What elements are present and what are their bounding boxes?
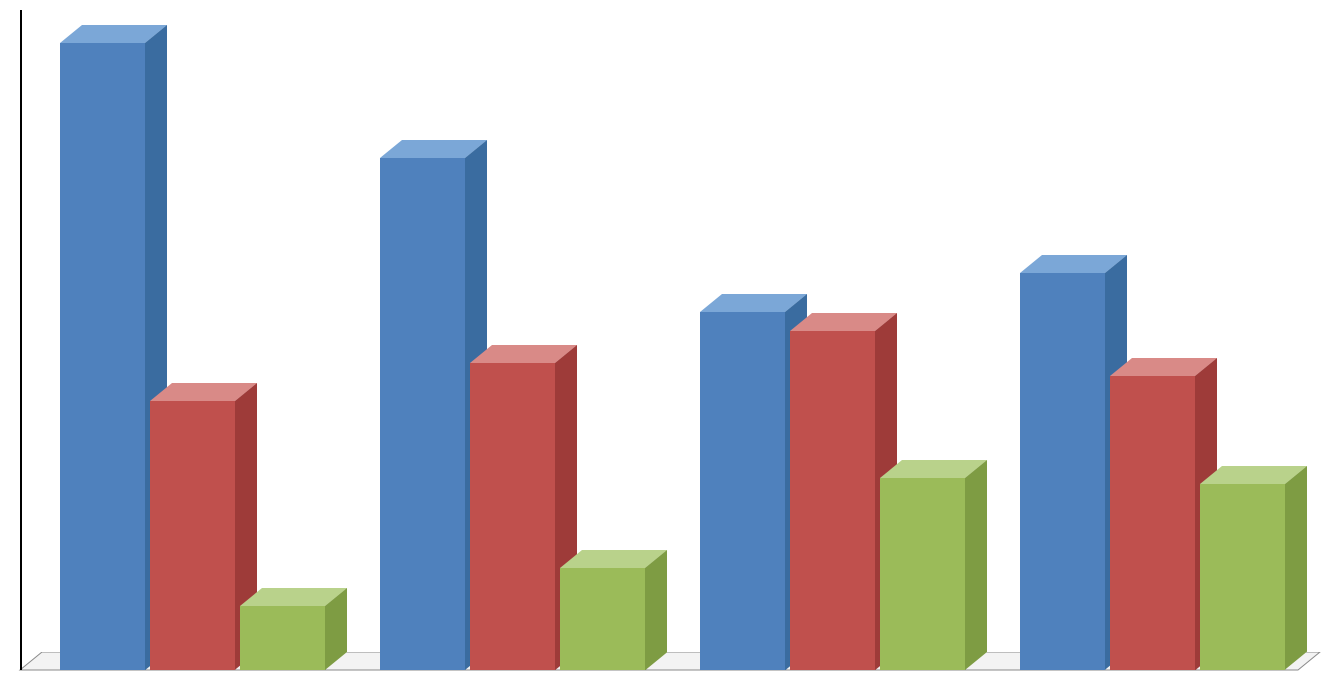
bar-g2-s3	[560, 568, 645, 670]
bar-g1-s2	[150, 401, 235, 670]
bar-g3-s3	[880, 478, 965, 670]
bar-side	[325, 588, 347, 670]
bar-g2-s1	[380, 158, 465, 670]
y-axis	[20, 10, 22, 670]
bar-front	[150, 401, 235, 670]
bar-g1-s1	[60, 43, 145, 670]
bar-side	[965, 460, 987, 670]
bar-g3-s2	[790, 331, 875, 670]
bar-side	[1285, 466, 1307, 670]
bar-front	[560, 568, 645, 670]
bar-front	[1200, 484, 1285, 670]
bar-g4-s3	[1200, 484, 1285, 670]
bar-front	[790, 331, 875, 670]
bar-front	[380, 158, 465, 670]
bar-front	[880, 478, 965, 670]
bar-side	[645, 550, 667, 670]
bar-front	[60, 43, 145, 670]
bar-g2-s2	[470, 363, 555, 670]
bar-g1-s3	[240, 606, 325, 670]
bar-g4-s1	[1020, 273, 1105, 670]
bar-front	[240, 606, 325, 670]
bar-front	[700, 312, 785, 670]
bar-front	[1110, 376, 1195, 670]
bar-chart	[0, 0, 1333, 684]
bar-g3-s1	[700, 312, 785, 670]
bar-g4-s2	[1110, 376, 1195, 670]
bar-front	[1020, 273, 1105, 670]
bar-front	[470, 363, 555, 670]
